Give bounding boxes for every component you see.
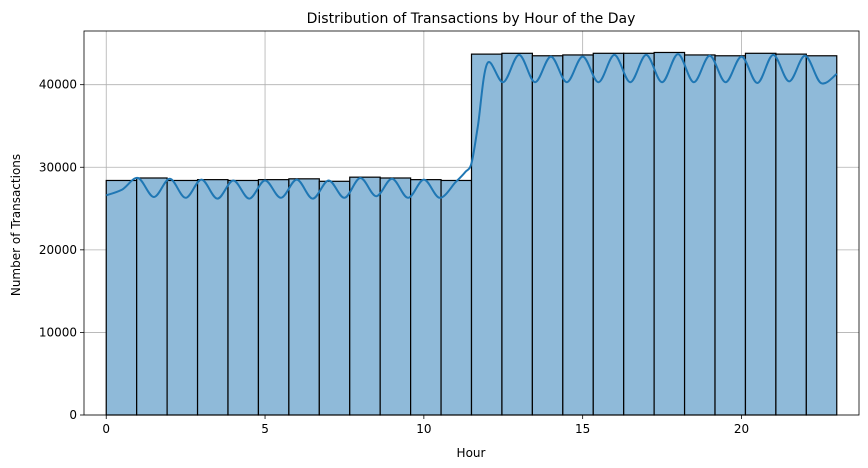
histogram-bar [805,55,838,416]
x-axis-ticks: 0 5 10 15 20 [102,415,749,436]
histogram-bar [349,176,381,416]
y-axis-ticks: 0 10000 20000 30000 40000 [39,78,84,422]
histogram-bar [562,54,594,416]
histogram-bar [136,177,168,416]
histogram-bar [379,177,412,416]
histogram-bar [623,52,655,416]
histogram-bar [501,52,533,416]
x-tick-label: 20 [734,422,749,436]
x-tick-label: 5 [261,422,269,436]
histogram-bar [592,52,625,416]
y-tick-label: 30000 [39,160,77,174]
x-tick-label: 0 [102,422,110,436]
histogram-bar [166,179,199,416]
x-tick-label: 10 [416,422,431,436]
chart-title: Distribution of Transactions by Hour of … [307,11,636,27]
histogram-bar [105,179,138,416]
histogram-bar [531,55,564,416]
y-tick-label: 20000 [39,243,77,257]
histogram-bar [288,178,320,416]
histogram-bar [744,52,777,416]
axes-frame [83,30,860,416]
x-axis-label: Hour [457,446,486,460]
histogram-bar [775,53,807,416]
histogram-bar [257,179,290,416]
histogram-bar [653,51,686,416]
histogram-bar [440,179,473,416]
histogram-bar [470,53,503,416]
x-tick-label: 15 [575,422,590,436]
plot-frame [83,30,860,416]
histogram-bar [196,179,229,416]
histogram-bar [227,179,260,416]
histogram-bar [410,179,442,416]
y-axis-label: Number of Transactions [9,154,23,296]
y-tick-label: 10000 [39,325,77,339]
histogram-bar [683,54,716,416]
kde-curve [105,53,838,200]
histogram-bar [318,180,351,416]
y-tick-label: 0 [69,408,77,422]
histogram-bar [714,55,747,416]
histogram-bars [105,51,838,416]
y-tick-label: 40000 [39,78,77,92]
